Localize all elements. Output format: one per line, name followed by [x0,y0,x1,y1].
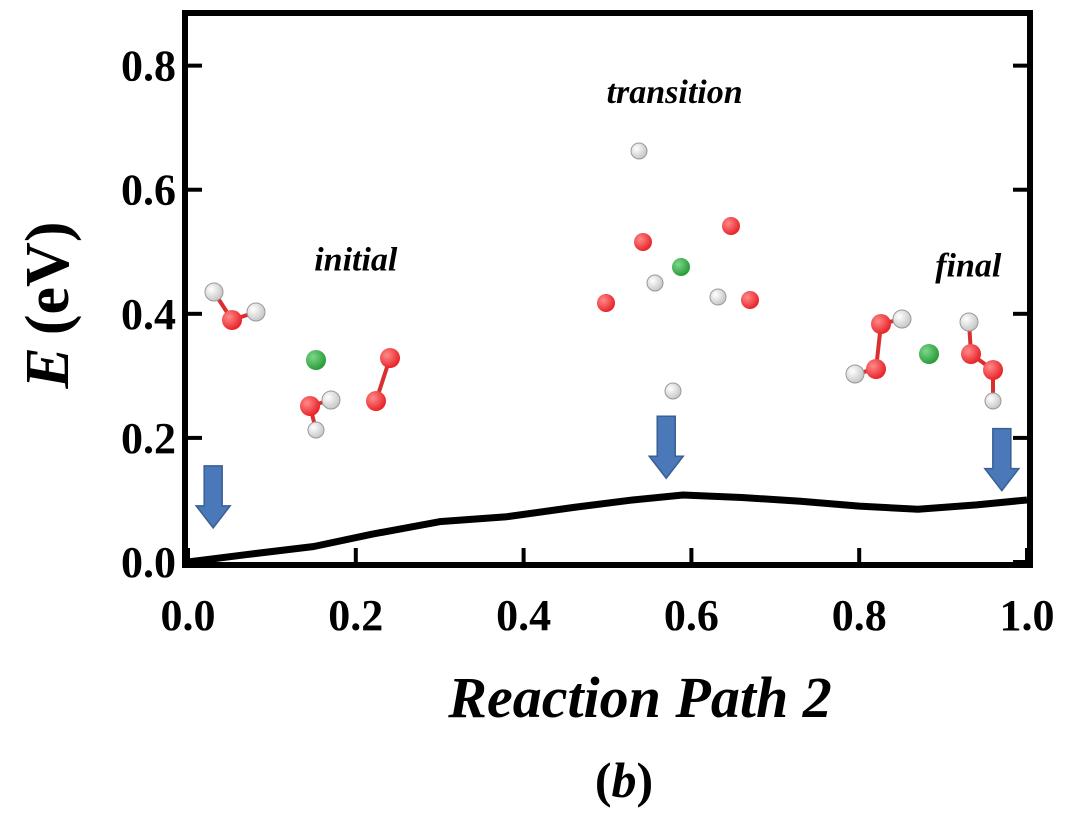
metal-atom [672,258,690,276]
energy-series [187,491,1028,566]
caption-open: ( [595,752,612,808]
down-arrow-icon [647,415,685,480]
hydrogen-atom [246,302,266,322]
x-axis-title: Reaction Path 2 [447,665,831,730]
y-tick-label: 0.4 [121,290,176,339]
oxygen-atom [634,233,652,251]
hydrogen-atom [307,421,325,439]
molecule-illustrations [204,142,1003,439]
oxygen-atom [866,359,886,379]
oxygen-atom [961,344,981,364]
y-tick-label: 0.8 [121,42,176,91]
x-tick-label: 0.4 [496,591,551,640]
oxygen-atom [983,360,1003,380]
oxygen-atom [300,396,320,416]
x-tick-label: 0.0 [161,591,216,640]
plot-frame [182,10,1033,568]
oxygen-atom [597,294,615,312]
hydrogen-atom [630,142,648,160]
hydrogen-atom [892,309,912,329]
down-arrow-icon [983,427,1021,492]
y-tick-label: 0.6 [121,166,176,215]
oxygen-atom [741,291,759,309]
hydrogen-atom [709,288,727,306]
caption-close: ) [637,752,654,808]
figure-caption: (b) [595,752,653,808]
energy-curve [187,491,1028,566]
hydrogen-atom [204,282,224,302]
hydrogen-atom [845,364,865,384]
svg-text:E(eV): E (eV) [14,222,82,390]
x-tick-label: 0.8 [832,591,887,640]
x-tick-label: 0.2 [328,591,383,640]
axis-ticks: 0.0 0.2 0.4 0.6 0.8 1.0 0.0 0.2 0.4 0.6 0.8 [121,42,1055,640]
x-tick-label: 0.6 [664,591,719,640]
oxygen-atom [366,391,386,411]
y-axis-unit: (eV) [14,222,82,336]
caption-letter: b [612,752,637,808]
oxygen-atom [871,314,891,334]
metal-atom [919,344,939,364]
oxygen-atom [222,310,242,330]
hydrogen-atom [959,312,979,332]
hydrogen-atom [664,382,682,400]
oxygen-atom [722,217,740,235]
y-tick-label: 0.0 [121,538,176,587]
state-arrows [194,415,1021,530]
y-axis-symbol: E [14,347,82,389]
y-axis-title: E (eV) [14,222,82,390]
state-labels: initial transition final [314,74,1002,285]
metal-atom [306,350,326,370]
state-label-final: final [935,248,1002,285]
oxygen-atom [380,348,400,368]
down-arrow-icon [194,465,232,530]
state-label-transition: transition [607,74,743,111]
hydrogen-atom [646,274,664,292]
state-label-initial: initial [314,241,398,278]
hydrogen-atom [984,392,1002,410]
x-tick-label: 1.0 [1000,591,1055,640]
y-tick-label: 0.2 [121,414,176,463]
hydrogen-atom [321,390,341,410]
